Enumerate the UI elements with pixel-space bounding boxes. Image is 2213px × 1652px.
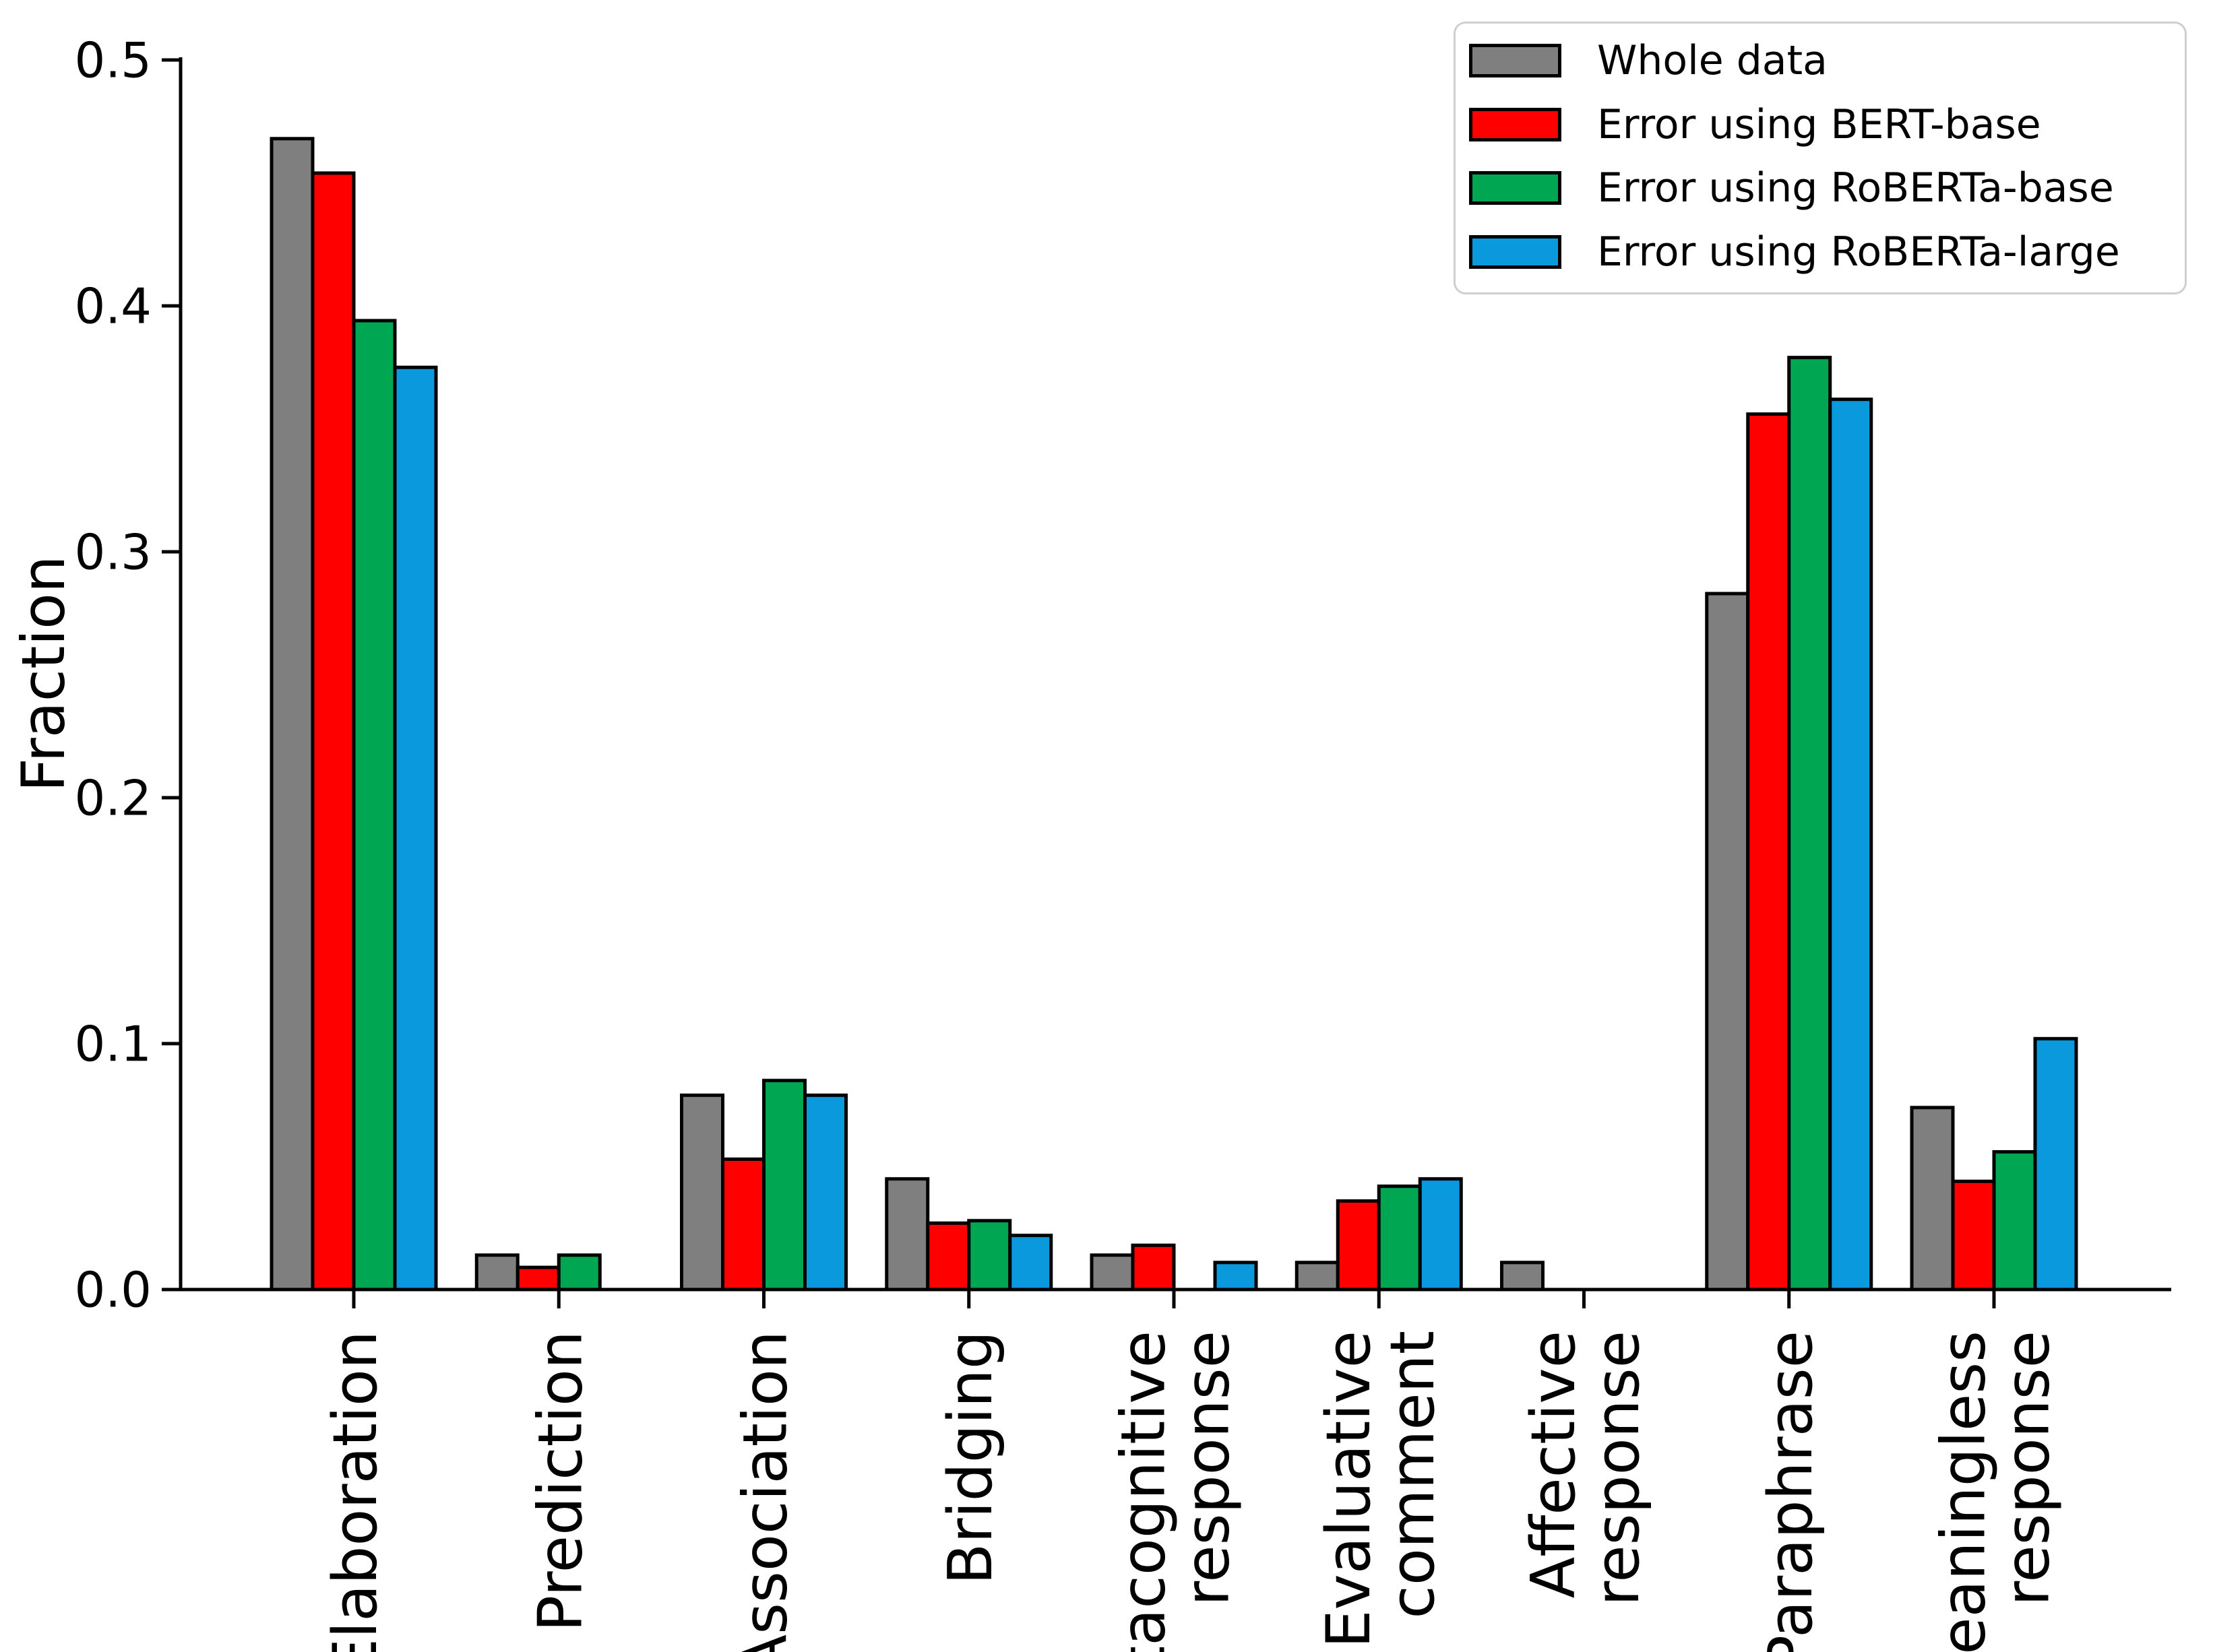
legend-item: Error using RoBERTa-base	[1456, 164, 2185, 212]
legend-swatch	[1469, 171, 1561, 205]
bar	[1008, 1234, 1053, 1292]
bar	[803, 1093, 848, 1292]
bar	[1336, 1199, 1381, 1292]
x-category-label: Prediction	[525, 1331, 596, 1632]
x-category-label: Paraphrase	[1755, 1331, 1826, 1652]
legend-item: Whole data	[1456, 36, 2185, 85]
bar	[680, 1093, 724, 1292]
legend-swatch	[1469, 44, 1561, 77]
bar	[721, 1157, 766, 1292]
legend-label: Error using RoBERTa-large	[1597, 228, 2120, 276]
x-category-label: Elaboration	[320, 1331, 391, 1652]
bar	[516, 1265, 561, 1292]
legend-label: Error using BERT-base	[1597, 100, 2041, 148]
y-tick-label: 0.0	[74, 1262, 152, 1319]
bar	[1131, 1243, 1176, 1292]
bar	[1705, 592, 1750, 1292]
y-tick-label: 0.4	[74, 278, 152, 335]
bar	[311, 171, 356, 1292]
x-category-label: Metacognitiveresponse	[1109, 1331, 1243, 1652]
bar	[1746, 412, 1791, 1292]
x-category-label: Affectiveresponse	[1518, 1331, 1653, 1606]
bar	[1090, 1253, 1135, 1292]
bar	[1377, 1184, 1422, 1292]
y-axis-label: Fraction	[9, 555, 78, 792]
y-tick-label: 0.3	[74, 524, 152, 581]
legend-swatch	[1469, 234, 1561, 269]
x-category-label: Association	[730, 1331, 801, 1652]
bar	[967, 1219, 1012, 1292]
bar	[762, 1079, 807, 1292]
bar	[1295, 1261, 1340, 1292]
x-category-label: Evaluativecomment	[1313, 1331, 1448, 1648]
y-tick-label: 0.2	[74, 770, 152, 827]
legend-item: Error using BERT-base	[1456, 100, 2185, 149]
bar	[1500, 1261, 1545, 1292]
legend-label: Whole data	[1597, 37, 1828, 84]
x-category-label: Bridging	[935, 1331, 1006, 1585]
bar	[885, 1177, 930, 1292]
bar	[1213, 1261, 1258, 1292]
bar	[2033, 1037, 2078, 1292]
legend-item: Error using RoBERTa-large	[1456, 228, 2185, 276]
bar	[393, 365, 438, 1292]
x-category-label: Meaninglessresponse	[1929, 1331, 2063, 1652]
bar	[474, 1253, 520, 1292]
bars-layer	[270, 137, 2078, 1292]
bar	[557, 1253, 602, 1292]
bar	[926, 1221, 971, 1292]
legend: Whole data Error using BERT-base Error usi…	[1454, 22, 2187, 294]
bar	[1418, 1177, 1463, 1292]
y-axis-ticks: 0.0 0.1 0.2 0.3 0.4 0.5	[74, 32, 181, 1319]
bar	[1828, 398, 1873, 1292]
bar	[1787, 356, 1832, 1292]
bar	[1910, 1106, 1955, 1292]
legend-swatch	[1469, 107, 1561, 141]
legend-label: Error using RoBERTa-base	[1597, 164, 2114, 212]
bar	[352, 319, 397, 1292]
x-axis-ticks: Elaboration Prediction Association Bridging…	[320, 1290, 2063, 1652]
bar	[270, 137, 315, 1292]
bar	[1992, 1150, 2037, 1292]
y-tick-label: 0.1	[74, 1016, 152, 1073]
bar	[1951, 1179, 1996, 1292]
y-tick-label: 0.5	[74, 32, 152, 89]
